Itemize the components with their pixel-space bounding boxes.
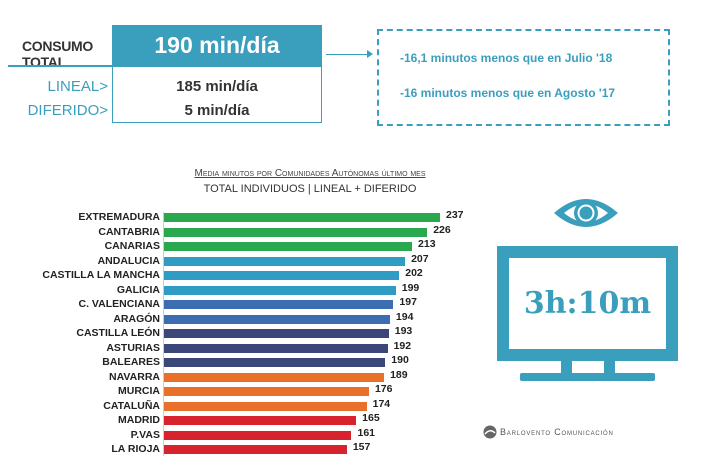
bar (164, 372, 385, 382)
divider (8, 65, 322, 67)
bar (164, 416, 357, 425)
arrow-icon (326, 54, 370, 55)
category-label: LA RIOJA (111, 443, 160, 455)
chart-title: Media minutos por Comunidades Autónomas … (194, 168, 426, 179)
category-label: CASTILLA LEÓN (76, 327, 160, 339)
category-label: MURCIA (118, 385, 160, 397)
comparison-box (377, 29, 670, 126)
tv-base (520, 373, 655, 381)
category-label: ANDALUCIA (97, 254, 160, 267)
category-label: ASTURIAS (106, 341, 160, 354)
eye-icon (554, 199, 618, 227)
bar (164, 329, 389, 338)
bar (164, 242, 413, 251)
data-label: 194 (395, 310, 414, 323)
data-label: 176 (374, 383, 393, 395)
data-label: 237 (446, 209, 464, 221)
category-label: P.VAS (130, 428, 160, 441)
lineal-value: 185 min/día (176, 78, 258, 95)
tv-stand-right (604, 361, 615, 374)
category-label: C. VALENCIANA (78, 298, 160, 310)
bar (164, 227, 428, 237)
category-label: CANTABRIA (98, 225, 160, 238)
data-label: 207 (411, 252, 429, 265)
bar (164, 430, 352, 440)
data-label: 197 (399, 296, 417, 308)
bar (164, 358, 386, 367)
bar (164, 213, 440, 222)
bar (164, 271, 400, 280)
category-label: GALICIA (116, 283, 160, 296)
y-axis (163, 212, 164, 456)
chart-subtitle: TOTAL INDIVIDUOS | LINEAL + DIFERIDO (203, 183, 417, 195)
category-label: EXTREMADURA (78, 211, 160, 223)
bar (164, 300, 394, 309)
tv-time: 3h:10m (509, 258, 666, 349)
diferido-value: 5 min/día (184, 102, 250, 119)
logo-icon (483, 425, 497, 439)
category-label: MADRID (118, 414, 160, 426)
tv-stand-left (561, 361, 572, 374)
category-label: CATALUÑA (103, 399, 160, 412)
bar (164, 387, 369, 396)
data-label: 190 (391, 354, 409, 366)
data-label: 213 (418, 238, 436, 250)
data-label: 174 (372, 397, 391, 410)
total-value: 190 min/día (112, 25, 322, 66)
bar (164, 285, 396, 295)
lineal-label: LINEAL> (47, 78, 108, 95)
comparison-july: -16,1 minutos menos que en Julio '18 (400, 51, 613, 65)
data-label: 189 (390, 368, 408, 381)
data-label: 192 (393, 339, 412, 352)
bar (164, 256, 406, 266)
diferido-label: DIFERIDO> (27, 102, 108, 119)
data-label: 161 (357, 426, 376, 439)
category-label: ARAGÓN (113, 312, 160, 325)
data-label: 199 (401, 281, 420, 294)
data-label: 157 (352, 441, 371, 453)
logo-text: Barlovento Comunicación (500, 427, 614, 437)
data-label: 193 (394, 325, 413, 337)
category-label: NAVARRA (109, 370, 160, 383)
bar (164, 445, 347, 454)
bar (164, 343, 388, 353)
bar (164, 401, 367, 411)
category-label: CASTILLA LA MANCHA (42, 269, 160, 281)
category-label: BALEARES (102, 356, 160, 368)
data-label: 165 (362, 412, 380, 424)
data-label: 202 (405, 267, 423, 279)
arrow-head-icon (367, 50, 373, 58)
bar (164, 314, 390, 324)
data-label: 226 (433, 223, 451, 236)
breakdown-box (112, 66, 322, 123)
category-label: CANARIAS (104, 240, 160, 252)
comparison-august: -16 minutos menos que en Agosto '17 (400, 86, 616, 100)
